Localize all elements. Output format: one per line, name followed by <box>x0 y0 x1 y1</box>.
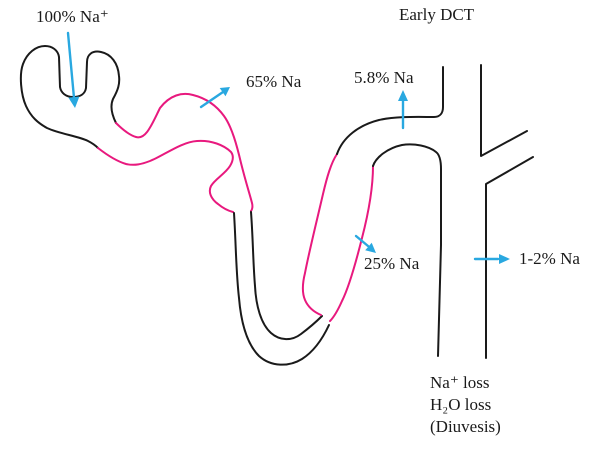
label-collecting-duct-reabsorption: 1-2% Na <box>519 249 580 268</box>
label-sodium-loss: Na⁺ loss <box>430 373 490 392</box>
thin-limb-inner-wall <box>250 211 323 341</box>
thick-ascending-reabsorption-arrow-icon <box>354 234 376 253</box>
outcome-text-block: Na⁺ loss H₂O loss (Diuvesis) <box>430 372 501 438</box>
thick-ascending-limb-left-wall <box>301 153 338 316</box>
glomerulus-outline <box>19 45 121 149</box>
label-water-loss: H₂O loss <box>430 395 492 414</box>
collecting-duct-reabsorption-arrow-icon <box>473 254 510 264</box>
early-dct-right-wall-branch-upper <box>480 64 528 157</box>
distal-tubule-outer-wall <box>336 66 444 155</box>
collecting-duct-right-wall-branch-lower <box>485 156 534 359</box>
label-dct-reabsorption: 5.8% Na <box>354 68 414 87</box>
dct-reabsorption-arrow-icon <box>398 90 408 130</box>
label-diuresis: (Diuvesis) <box>430 417 501 436</box>
label-filtered-sodium: 100% Na⁺ <box>36 7 109 26</box>
distal-tubule-inner-wall-collecting-duct-left <box>372 143 442 357</box>
label-early-dct: Early DCT <box>399 5 475 24</box>
thick-ascending-limb-right-wall <box>329 165 374 322</box>
label-thick-ascending-reabsorption: 25% Na <box>364 254 420 273</box>
proximal-tubule-upper-wall <box>115 92 254 212</box>
proximal-reabsorption-arrow-icon <box>199 87 230 109</box>
filtered-load-arrow-icon <box>66 31 80 108</box>
thin-limb-outer-wall <box>233 212 330 366</box>
proximal-tubule-lower-wall <box>97 139 234 213</box>
label-proximal-reabsorption: 65% Na <box>246 72 302 91</box>
